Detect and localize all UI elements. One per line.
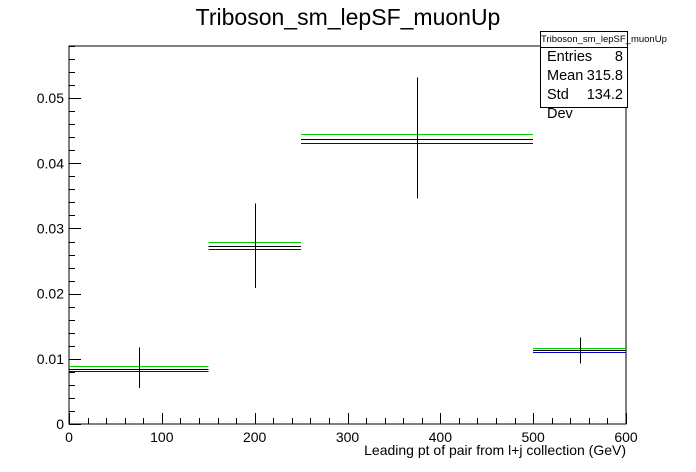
stats-mean-label: Mean: [547, 68, 584, 84]
x-tick-label: 500: [521, 429, 545, 445]
y-tick-label: 0: [56, 416, 64, 432]
y-tick-label: 0.05: [37, 90, 64, 106]
stats-mean-value: 315.8: [586, 68, 623, 84]
x-axis-label: Leading pt of pair from l+j collection (…: [364, 442, 626, 458]
x-tick-label: 600: [614, 429, 638, 445]
x-tick-label: 400: [429, 429, 453, 445]
chart-title: Triboson_sm_lepSF_muonUp: [195, 4, 501, 30]
stats-box: Triboson_sm_lepSF_muonUp Entries 8 Mean …: [540, 31, 667, 122]
y-tick-label: 0.04: [37, 155, 64, 171]
stats-row-entries: Entries 8: [541, 48, 627, 67]
x-tick-label: 100: [150, 429, 174, 445]
stats-box-title: Triboson_sm_lepSF_muonUp: [541, 32, 667, 48]
x-tick-label: 300: [336, 429, 360, 445]
x-tick-label: 200: [243, 429, 267, 445]
plot-frame: [68, 45, 627, 425]
stats-row-mean: Mean 315.8: [541, 67, 627, 86]
stats-entries-value: 8: [614, 49, 623, 65]
stats-row-stddev: Std Dev 134.2: [541, 86, 627, 122]
y-tick-label: 0.01: [37, 351, 64, 367]
stats-entries-label: Entries: [547, 49, 593, 65]
stats-stddev-label: Std Dev: [547, 87, 573, 122]
stats-stddev-value: 134.2: [586, 87, 623, 103]
x-tick-label: 0: [65, 429, 73, 445]
y-tick-label: 0.02: [37, 286, 64, 302]
y-tick-label: 0.03: [37, 220, 64, 236]
